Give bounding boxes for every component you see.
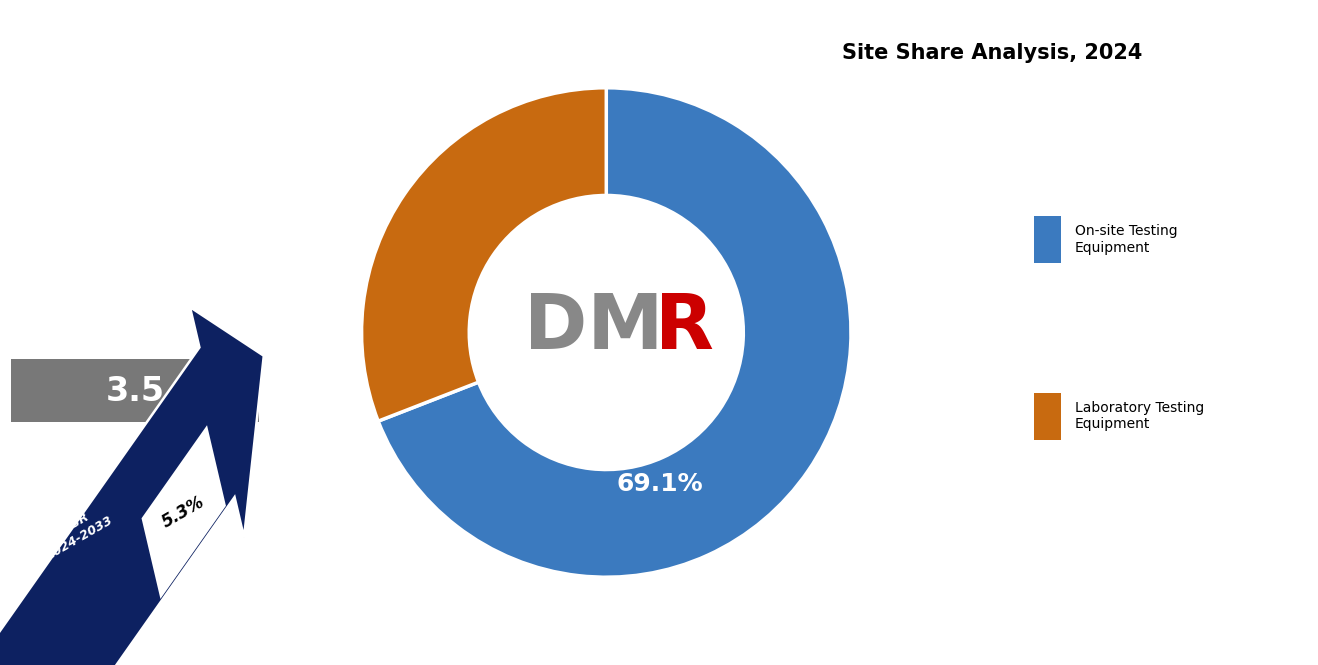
Text: R: R	[655, 291, 714, 364]
Text: Laboratory Testing
Equipment: Laboratory Testing Equipment	[1075, 401, 1205, 432]
Text: DM: DM	[525, 291, 664, 364]
FancyBboxPatch shape	[1033, 393, 1061, 440]
FancyBboxPatch shape	[141, 425, 225, 599]
Circle shape	[473, 199, 739, 466]
Text: CAGR
2024-2033: CAGR 2024-2033	[36, 501, 115, 563]
Wedge shape	[361, 88, 606, 421]
Text: Dimension
Market
Research: Dimension Market Research	[45, 65, 225, 161]
Text: 69.1%: 69.1%	[617, 472, 704, 496]
FancyBboxPatch shape	[11, 359, 260, 422]
Text: 5.3%: 5.3%	[159, 493, 208, 531]
Wedge shape	[378, 88, 851, 577]
Polygon shape	[0, 307, 264, 665]
Text: 3.5: 3.5	[105, 374, 165, 408]
Text: Global Soil Testing
Equipment Market
Size
(USD Billion), 2024: Global Soil Testing Equipment Market Siz…	[54, 252, 216, 320]
Text: Site Share Analysis, 2024: Site Share Analysis, 2024	[842, 43, 1143, 63]
FancyBboxPatch shape	[1033, 216, 1061, 263]
Text: On-site Testing
Equipment: On-site Testing Equipment	[1075, 224, 1178, 255]
